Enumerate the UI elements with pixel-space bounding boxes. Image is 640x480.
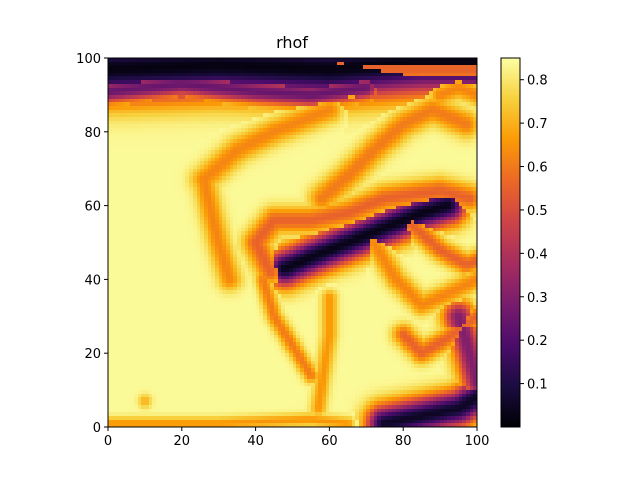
colorbar-tick-label: 0.5 xyxy=(527,204,548,219)
colorbar-tick-label: 0.3 xyxy=(527,291,548,306)
x-tick-label: 20 xyxy=(174,434,191,449)
chart-title: rhof xyxy=(276,33,308,52)
y-tick-label: 60 xyxy=(84,200,101,215)
plot-frame xyxy=(107,57,478,428)
y-axis: 0 20 40 60 80 100 xyxy=(76,52,108,436)
colorbar-tick-label: 0.8 xyxy=(527,74,548,89)
x-tick-label: 80 xyxy=(395,434,412,449)
y-tick-label: 40 xyxy=(84,273,101,288)
y-tick-label: 0 xyxy=(93,421,101,436)
colorbar-tick-label: 0.2 xyxy=(527,334,548,349)
x-tick-label: 0 xyxy=(104,434,112,449)
colorbar-tick-label: 0.7 xyxy=(527,117,548,132)
colorbar-tick-label: 0.4 xyxy=(527,247,548,262)
x-axis: 0 20 40 60 80 100 xyxy=(104,427,490,449)
y-tick-label: 100 xyxy=(76,52,101,67)
x-tick-label: 60 xyxy=(321,434,338,449)
y-tick-label: 80 xyxy=(84,126,101,141)
colorbar xyxy=(500,57,521,428)
colorbar-tick-label: 0.6 xyxy=(527,161,548,176)
y-tick-label: 20 xyxy=(84,347,101,362)
colorbar-tick-label: 0.1 xyxy=(527,378,548,393)
colorbar-axis: 0.1 0.2 0.3 0.4 0.5 0.6 0.7 0.8 xyxy=(520,74,548,393)
x-tick-label: 40 xyxy=(247,434,264,449)
heatmap-plot-area xyxy=(108,58,477,427)
x-tick-label: 100 xyxy=(465,434,490,449)
